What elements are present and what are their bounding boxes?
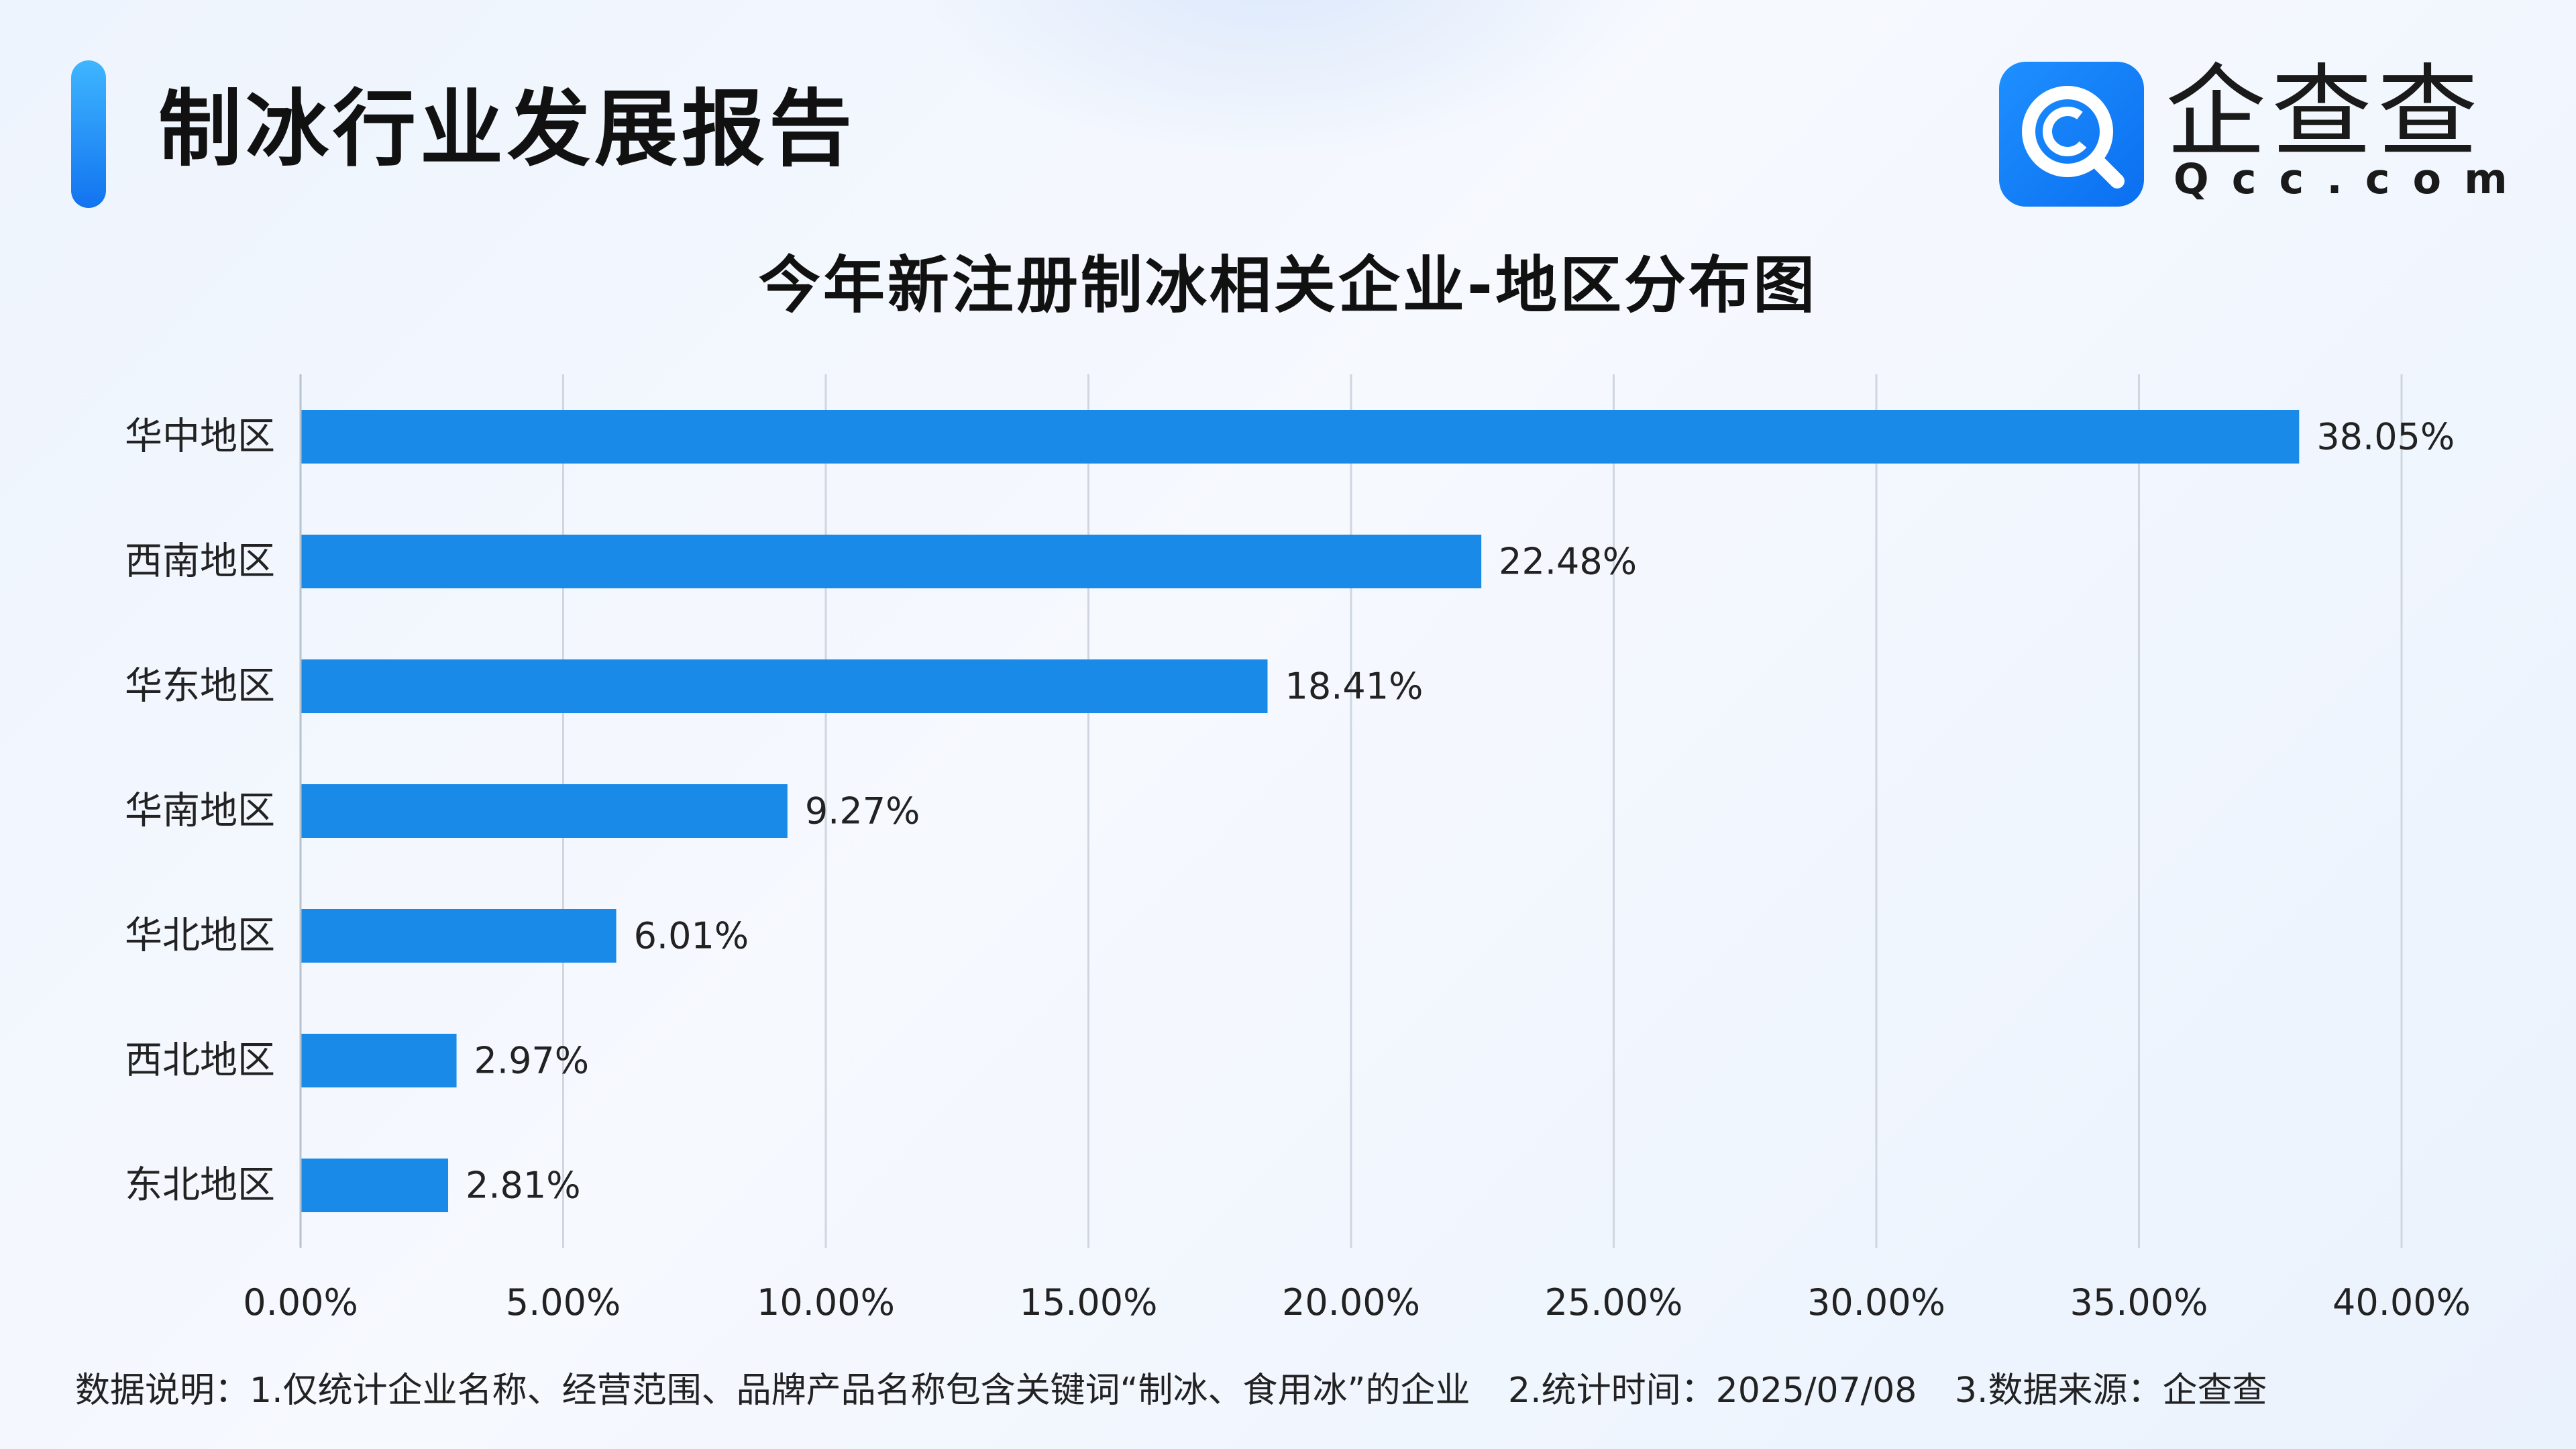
- x-tick-label-8: 40.00%: [2332, 1281, 2471, 1324]
- footnote-date: 2.统计时间：2025/07/08: [1508, 1371, 1917, 1411]
- value-label-6: 2.81%: [466, 1165, 581, 1207]
- value-label-0: 38.05%: [2316, 416, 2455, 458]
- x-tick-label-0: 0.00%: [243, 1281, 358, 1324]
- x-tick-label-6: 30.00%: [1807, 1281, 1945, 1324]
- x-tick-label-5: 25.00%: [1545, 1281, 1683, 1324]
- x-tick-label-1: 5.00%: [506, 1281, 621, 1324]
- logo-name: 企查查: [2165, 54, 2484, 171]
- value-label-1: 22.48%: [1499, 541, 1637, 583]
- category-label-0: 华中地区: [125, 415, 275, 459]
- category-label-3: 华南地区: [125, 790, 275, 833]
- title-accent-bar: [71, 60, 106, 208]
- category-label-6: 东北地区: [125, 1164, 275, 1208]
- category-label-1: 西南地区: [125, 540, 275, 584]
- bar-1: [301, 535, 1482, 588]
- report-title: 制冰行业发展报告: [158, 81, 857, 178]
- value-label-5: 2.97%: [474, 1040, 590, 1082]
- x-tick-label-7: 35.00%: [2070, 1281, 2208, 1324]
- bar-4: [301, 909, 616, 963]
- qcc-magnifier-logo-icon: [1999, 62, 2144, 207]
- x-tick-label-2: 10.00%: [757, 1281, 895, 1324]
- bar-2: [301, 659, 1268, 713]
- category-label-4: 华北地区: [125, 914, 275, 958]
- chart-title: 今年新注册制冰相关企业-地区分布图: [758, 250, 1818, 321]
- bar-3: [301, 784, 788, 838]
- footnote: 数据说明：1.仅统计企业名称、经营范围、品牌产品名称包含关键词“制冰、食用冰”的…: [75, 1367, 2294, 1414]
- logo-domain: Qcc.com: [2174, 154, 2530, 203]
- value-label-3: 9.27%: [805, 790, 920, 833]
- footnote-source: 3.数据来源：企查查: [1954, 1371, 2267, 1411]
- bar-6: [301, 1159, 449, 1212]
- bar-0: [301, 410, 2300, 464]
- bar-5: [301, 1034, 457, 1087]
- x-tick-label-3: 15.00%: [1020, 1281, 1158, 1324]
- category-label-2: 华东地区: [125, 665, 275, 708]
- value-label-4: 6.01%: [634, 915, 749, 957]
- category-label-5: 西北地区: [125, 1039, 275, 1083]
- value-label-2: 18.41%: [1285, 665, 1424, 708]
- footnote-description: 数据说明：1.仅统计企业名称、经营范围、品牌产品名称包含关键词“制冰、食用冰”的…: [75, 1371, 1470, 1411]
- bar-chart: 0.00% 5.00% 10.00% 15.00% 20.00% 25.00% 30.00%…: [125, 374, 2471, 1324]
- x-tick-label-4: 20.00%: [1282, 1281, 1420, 1324]
